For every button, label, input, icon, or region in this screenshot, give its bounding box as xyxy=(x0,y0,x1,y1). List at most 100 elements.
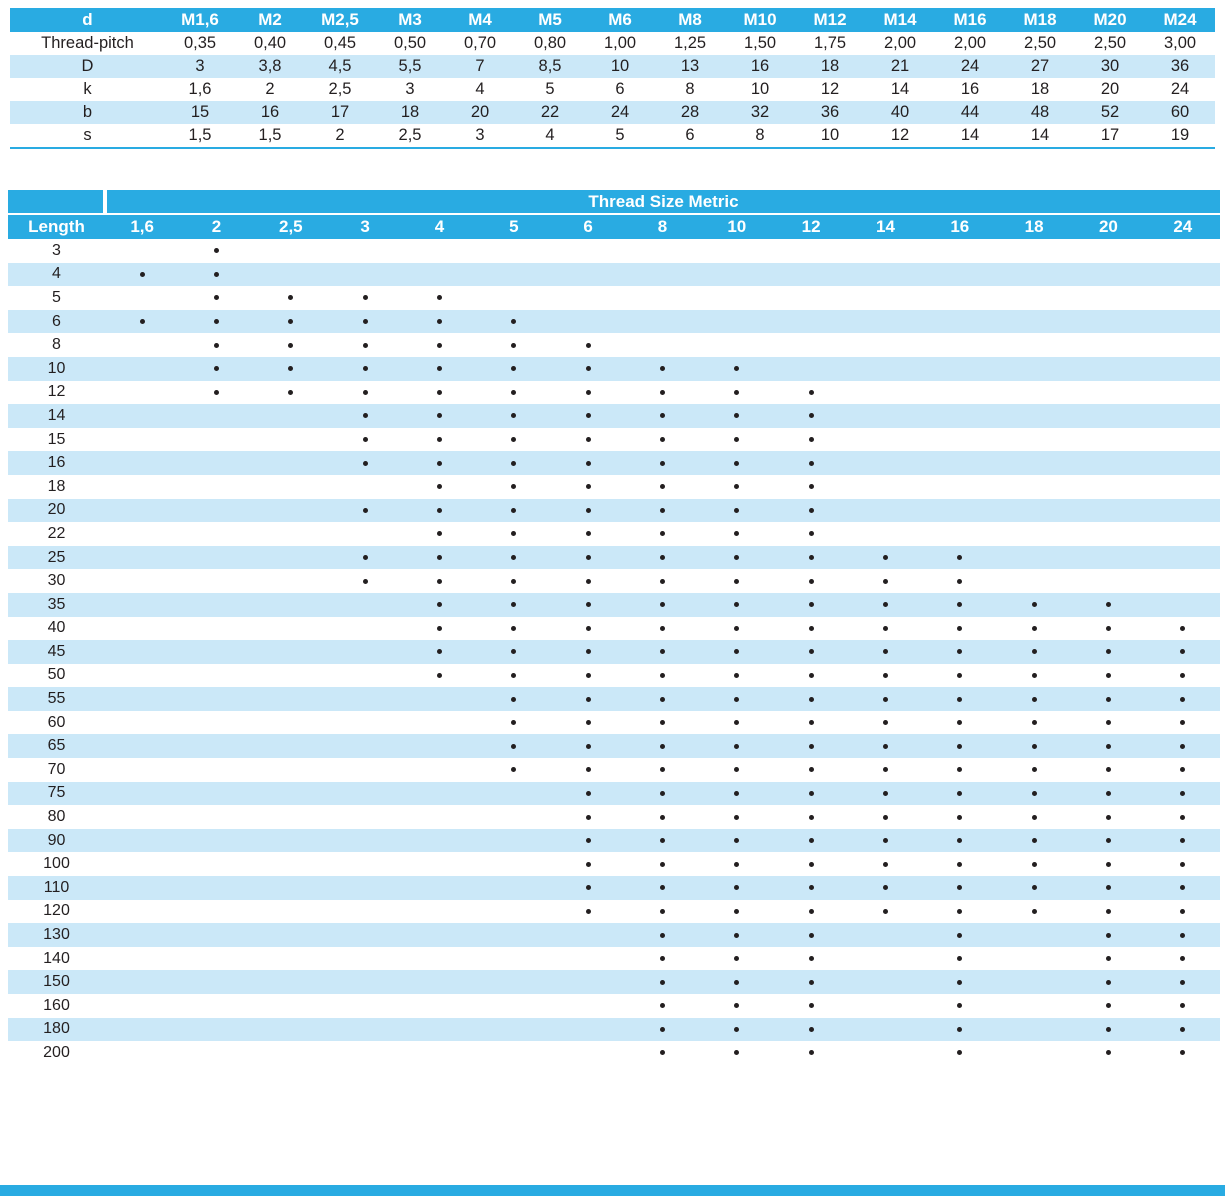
avail-dot-cell xyxy=(923,994,997,1018)
avail-dot-cell xyxy=(179,593,253,617)
avail-dot-cell xyxy=(625,687,699,711)
availability-dot xyxy=(808,507,814,513)
avail-dot-cell xyxy=(997,428,1071,452)
avail-dot-cell xyxy=(105,782,179,806)
availability-dot xyxy=(1031,885,1037,891)
avail-length-cell: 100 xyxy=(43,855,70,873)
avail-dot-cell xyxy=(700,805,774,829)
avail-dot-cell xyxy=(254,758,328,782)
avail-length-cell: 130 xyxy=(43,926,70,944)
avail-dot-cell xyxy=(477,263,551,287)
avail-dot-cell xyxy=(848,970,922,994)
avail-dot-cell xyxy=(551,758,625,782)
avail-dot-cell xyxy=(1146,687,1220,711)
avail-dot-cell xyxy=(254,239,328,263)
dim-value-cell: 0,50 xyxy=(393,34,427,52)
avail-dot-cell xyxy=(254,1018,328,1042)
availability-dot xyxy=(808,649,814,655)
avail-dot-cell xyxy=(1071,782,1145,806)
avail-dot-cell xyxy=(179,1018,253,1042)
avail-dot-cell xyxy=(1146,1041,1220,1065)
availability-dot xyxy=(585,908,591,914)
avail-dot-cell xyxy=(774,499,848,523)
avail-dot-cell xyxy=(1071,569,1145,593)
avail-dot-cell xyxy=(254,404,328,428)
avail-size-header: 14 xyxy=(848,214,923,239)
availability-dot xyxy=(213,342,219,348)
availability-dot xyxy=(808,460,814,466)
availability-dot xyxy=(362,507,368,513)
availability-dot xyxy=(808,672,814,678)
avail-dot-cell xyxy=(997,664,1071,688)
availability-dot xyxy=(1105,696,1111,702)
availability-dot xyxy=(436,507,442,513)
availability-dot xyxy=(436,531,442,537)
avail-dot-cell xyxy=(997,617,1071,641)
avail-dot-cell xyxy=(254,782,328,806)
avail-row: 6 xyxy=(8,309,1220,334)
availability-dot xyxy=(808,602,814,608)
avail-dot-cell xyxy=(1146,357,1220,381)
avail-dot-cell xyxy=(402,569,476,593)
availability-dot xyxy=(734,389,740,395)
availability-dot xyxy=(288,319,294,325)
dim-value-cell: 8,5 xyxy=(515,55,585,78)
availability-dot xyxy=(1105,672,1111,678)
availability-dot xyxy=(659,460,665,466)
availability-dot xyxy=(882,720,888,726)
avail-dot-cell xyxy=(328,664,402,688)
availability-dot xyxy=(585,743,591,749)
availability-dot xyxy=(213,366,219,372)
avail-length-cell: 12 xyxy=(47,383,66,401)
avail-dot-cell xyxy=(848,640,922,664)
avail-dot-cell xyxy=(402,522,476,546)
avail-dot-cell xyxy=(328,499,402,523)
avail-dot-cell xyxy=(477,711,551,735)
avail-dot-cell xyxy=(1071,829,1145,853)
availability-dot xyxy=(734,672,740,678)
avail-dot-cell xyxy=(477,522,551,546)
avail-dot-cell xyxy=(923,286,997,310)
avail-dot-cell xyxy=(1071,522,1145,546)
avail-dot-cell xyxy=(700,381,774,405)
avail-dot-cell xyxy=(254,617,328,641)
avail-dot-cell xyxy=(1146,900,1220,924)
avail-dot-cell xyxy=(700,593,774,617)
avail-dot-cell xyxy=(477,876,551,900)
avail-dot-cell xyxy=(923,805,997,829)
avail-dot-cell xyxy=(700,664,774,688)
avail-dot-cell xyxy=(254,711,328,735)
avail-dot-cell xyxy=(105,711,179,735)
avail-dot-cell xyxy=(179,617,253,641)
avail-dot-cell xyxy=(179,947,253,971)
avail-row: 140 xyxy=(8,947,1220,971)
availability-dot xyxy=(957,578,963,584)
availability-dot xyxy=(1105,602,1111,608)
avail-dot-cell xyxy=(551,499,625,523)
availability-dot xyxy=(734,908,740,914)
avail-dot-cell xyxy=(551,569,625,593)
availability-dot xyxy=(957,649,963,655)
avail-dot-cell xyxy=(923,617,997,641)
dim-value-cell: 12 xyxy=(820,80,840,98)
avail-dot-cell xyxy=(625,947,699,971)
avail-dot-cell xyxy=(1071,876,1145,900)
availability-dot xyxy=(808,1003,814,1009)
avail-dot-cell xyxy=(1071,687,1145,711)
availability-dot xyxy=(808,1050,814,1056)
avail-dot-cell xyxy=(179,286,253,310)
avail-dot-cell xyxy=(700,876,774,900)
availability-dot xyxy=(585,720,591,726)
avail-dot-cell xyxy=(551,357,625,381)
availability-dot xyxy=(882,814,888,820)
avail-dot-cell xyxy=(477,923,551,947)
availability-dot xyxy=(585,672,591,678)
avail-dot-cell xyxy=(848,546,922,570)
avail-dot-cell xyxy=(1071,734,1145,758)
availability-dot xyxy=(957,696,963,702)
availability-dot xyxy=(511,625,517,631)
avail-dot-cell xyxy=(1146,994,1220,1018)
avail-size-header: 4 xyxy=(402,214,477,239)
availability-dot xyxy=(659,979,665,985)
availability-dot xyxy=(734,437,740,443)
